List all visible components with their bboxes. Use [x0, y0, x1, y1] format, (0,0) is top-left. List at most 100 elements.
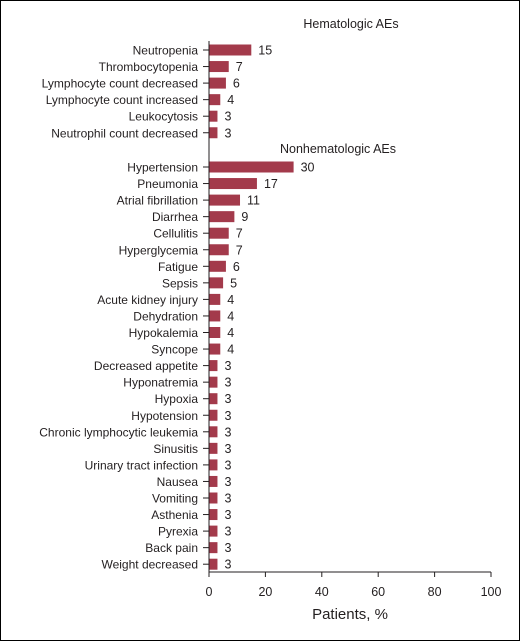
value-label: 30: [301, 161, 315, 175]
bar: [209, 459, 218, 471]
section-title-1: Nonhematologic AEs: [280, 142, 396, 156]
bar: [209, 343, 221, 355]
value-label: 6: [233, 77, 240, 91]
category-label: Asthenia: [151, 508, 198, 522]
bar: [209, 393, 218, 405]
category-label: Diarrhea: [152, 210, 198, 224]
bar: [209, 509, 218, 521]
x-tick-label: 80: [428, 585, 442, 599]
category-label: Lymphocyte count increased: [46, 93, 198, 107]
category-label: Sinusitis: [153, 442, 198, 456]
value-label: 4: [227, 293, 234, 307]
category-label: Sepsis: [162, 276, 198, 290]
bar: [209, 44, 252, 56]
category-label: Hypokalemia: [129, 326, 199, 340]
value-label: 3: [224, 475, 231, 489]
category-label: Hypertension: [127, 161, 198, 175]
category-label: Fatigue: [158, 260, 198, 274]
bar: [209, 61, 229, 73]
bar: [209, 194, 241, 206]
bar: [209, 178, 257, 190]
x-tick-label: 40: [315, 585, 329, 599]
value-label: 3: [224, 492, 231, 506]
value-label: 4: [227, 93, 234, 107]
x-tick-label: 20: [258, 585, 272, 599]
category-label: Urinary tract infection: [85, 458, 198, 472]
x-tick-label: 0: [206, 585, 213, 599]
value-label: 3: [224, 392, 231, 406]
category-label: Neutropenia: [133, 44, 199, 58]
value-label: 3: [224, 541, 231, 555]
value-label: 3: [224, 409, 231, 423]
category-label: Pyrexia: [158, 525, 198, 539]
value-label: 3: [224, 376, 231, 390]
bar: [209, 442, 218, 454]
category-label: Thrombocytopenia: [99, 60, 199, 74]
bar: [209, 277, 224, 289]
x-tick-label: 60: [371, 585, 385, 599]
category-label: Decreased appetite: [94, 359, 198, 373]
bar: [209, 492, 218, 504]
bar: [209, 558, 218, 570]
bar: [209, 244, 229, 256]
category-label: Back pain: [145, 541, 198, 555]
bar: [209, 127, 218, 139]
category-label: Lymphocyte count decreased: [42, 77, 198, 91]
bar: [209, 110, 218, 122]
bar: [209, 327, 221, 338]
bar: [209, 227, 229, 239]
value-label: 9: [241, 210, 248, 224]
bar: [209, 542, 218, 554]
category-label: Leukocytosis: [129, 110, 198, 124]
category-label: Pneumonia: [137, 177, 198, 191]
bar: [209, 94, 221, 106]
bar: [209, 360, 218, 372]
bar: [209, 77, 226, 89]
category-label: Neutrophil count decreased: [51, 126, 198, 140]
value-label: 4: [227, 343, 234, 357]
category-label: Hyponatremia: [123, 376, 198, 390]
value-label: 7: [236, 60, 243, 74]
x-tick-label: 100: [481, 585, 502, 599]
bar: [209, 293, 221, 305]
category-label: Hypoxia: [155, 392, 199, 406]
value-label: 3: [224, 525, 231, 539]
value-label: 7: [236, 243, 243, 257]
value-label: 11: [247, 194, 260, 208]
value-label: 7: [236, 227, 243, 241]
value-label: 3: [224, 359, 231, 373]
value-label: 3: [224, 458, 231, 472]
category-label: Syncope: [151, 343, 198, 357]
value-label: 6: [233, 260, 240, 274]
value-label: 3: [224, 110, 231, 124]
category-label: Dehydration: [133, 309, 198, 323]
bar: [209, 409, 218, 421]
bar: [209, 475, 218, 487]
category-label: Nausea: [157, 475, 199, 489]
value-label: 4: [227, 326, 234, 340]
bar: [209, 260, 226, 272]
category-label: Atrial fibrillation: [117, 194, 198, 208]
bar: [209, 525, 218, 537]
category-label: Chronic lymphocytic leukemia: [39, 425, 198, 439]
value-label: 3: [224, 558, 231, 572]
value-label: 4: [227, 309, 234, 323]
value-label: 17: [264, 177, 278, 191]
value-label: 15: [258, 44, 272, 58]
bar: [209, 161, 294, 173]
bar: [209, 376, 218, 388]
x-axis-label: Patients, %: [312, 606, 388, 623]
value-label: 3: [224, 508, 231, 522]
section-title-0: Hematologic AEs: [303, 17, 398, 31]
category-label: Hypotension: [131, 409, 198, 423]
category-label: Vomiting: [152, 492, 198, 506]
value-label: 3: [224, 442, 231, 456]
value-label: 5: [230, 276, 237, 290]
category-label: Weight decreased: [101, 558, 198, 572]
category-label: Acute kidney injury: [97, 293, 198, 307]
value-label: 3: [224, 126, 231, 140]
category-label: Hyperglycemia: [119, 243, 199, 257]
bar: [209, 426, 218, 438]
